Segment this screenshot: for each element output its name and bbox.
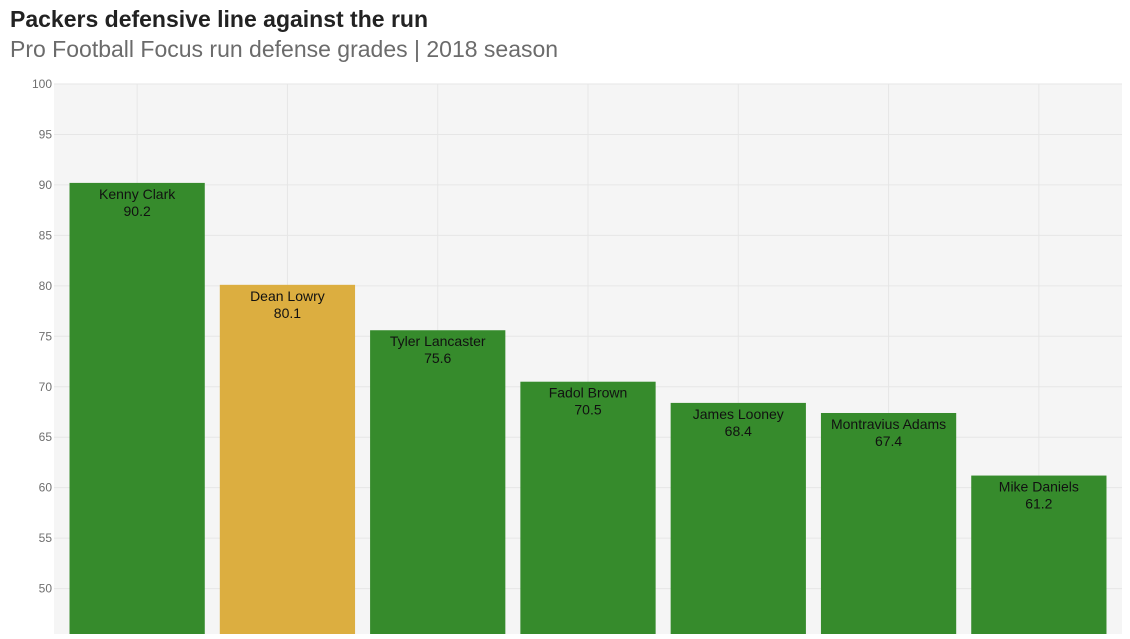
bar-category-label: James Looney (693, 406, 784, 422)
bar-montravius-adams (820, 412, 957, 634)
chart-title: Packers defensive line against the run (10, 6, 428, 32)
bar-category-label: Dean Lowry (250, 288, 325, 304)
bar-value-label: 68.4 (725, 423, 752, 439)
bar-james-looney (670, 402, 806, 634)
y-tick-label: 60 (39, 481, 53, 495)
bar-category-label: Tyler Lancaster (390, 333, 486, 349)
bar-kenny-clark (69, 182, 205, 634)
y-tick-label: 75 (39, 329, 53, 343)
y-tick-label: 65 (39, 430, 53, 444)
bar-value-label: 80.1 (274, 305, 301, 321)
bar-dean-lowry (219, 284, 356, 634)
chart-subtitle: Pro Football Focus run defense grades | … (10, 36, 559, 62)
bar-tyler-lancaster (370, 330, 506, 634)
y-tick-label: 50 (39, 582, 53, 596)
y-tick-label: 70 (39, 380, 53, 394)
bar-value-label: 67.4 (875, 433, 902, 449)
y-tick-label: 55 (39, 531, 53, 545)
bar-category-label: Fadol Brown (549, 385, 628, 401)
bar-mike-daniels (971, 475, 1107, 634)
bar-value-label: 75.6 (424, 350, 451, 366)
bar-category-label: Kenny Clark (99, 186, 176, 202)
bar-value-label: 90.2 (124, 203, 151, 219)
bar-value-label: 70.5 (574, 402, 601, 418)
bar-fadol-brown (520, 381, 656, 634)
bar-category-label: Mike Daniels (999, 479, 1079, 495)
y-tick-label: 90 (39, 178, 53, 192)
y-tick-label: 80 (39, 279, 53, 293)
bar-value-label: 61.2 (1025, 496, 1052, 512)
y-tick-label: 95 (39, 127, 53, 141)
bar-category-label: Montravius Adams (831, 416, 946, 432)
y-tick-label: 100 (32, 77, 52, 91)
y-tick-label: 85 (39, 228, 53, 242)
